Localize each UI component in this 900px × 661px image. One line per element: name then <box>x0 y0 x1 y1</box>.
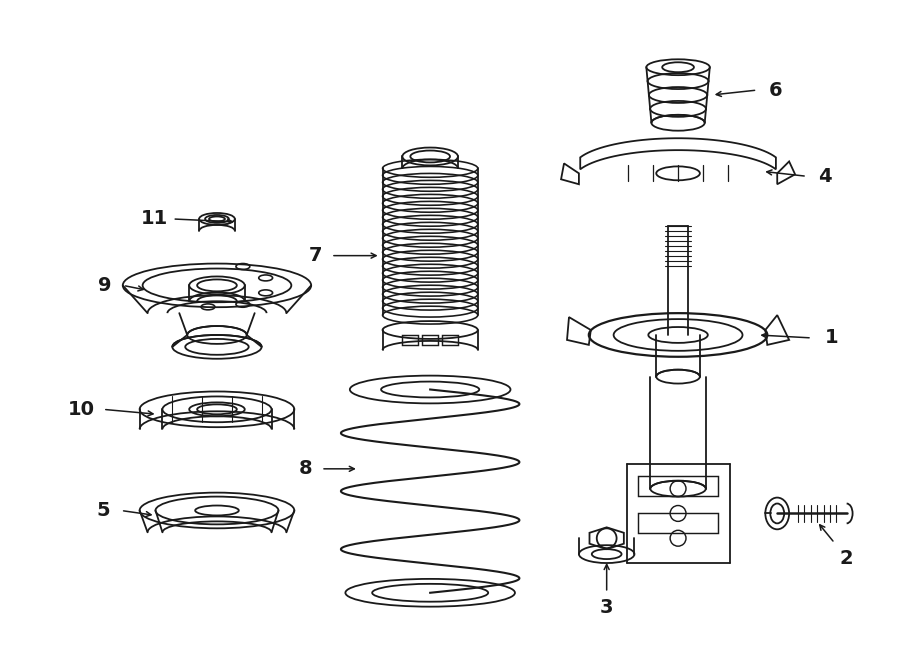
Bar <box>402 335 418 345</box>
Text: 4: 4 <box>818 167 832 186</box>
Text: 7: 7 <box>309 246 322 265</box>
Text: 6: 6 <box>769 81 782 100</box>
Text: 1: 1 <box>825 329 839 348</box>
Text: 10: 10 <box>68 400 94 419</box>
Text: 2: 2 <box>840 549 853 568</box>
Text: 3: 3 <box>600 598 614 617</box>
Bar <box>638 476 717 496</box>
Bar <box>442 335 458 345</box>
Text: 11: 11 <box>141 210 168 229</box>
Text: 5: 5 <box>96 501 110 520</box>
Bar <box>638 514 717 533</box>
Bar <box>422 335 438 345</box>
Text: 9: 9 <box>98 276 112 295</box>
Text: 8: 8 <box>299 459 312 479</box>
